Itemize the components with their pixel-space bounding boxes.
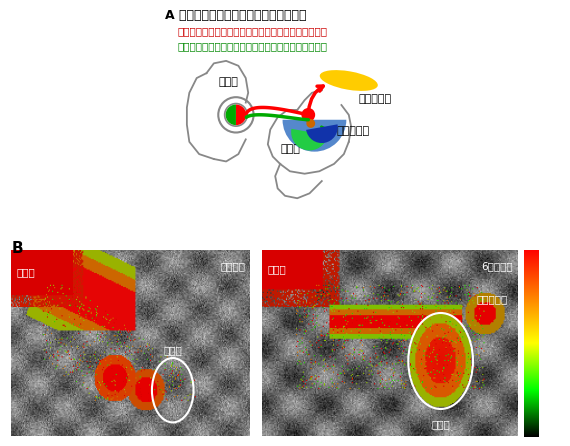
Circle shape <box>302 108 315 122</box>
Text: 脈間核: 脈間核 <box>431 420 450 429</box>
Text: 緑色：敗者として振る舞うための手綱核ー脈間核経路: 緑色：敗者として振る舞うための手綱核ー脈間核経路 <box>177 41 327 51</box>
Circle shape <box>306 119 315 128</box>
Wedge shape <box>283 120 347 152</box>
Wedge shape <box>306 124 338 143</box>
Text: 赤色：勝者として振る舞うための手綱核ー脈間核経路: 赤色：勝者として振る舞うための手綱核ー脈間核経路 <box>177 27 327 37</box>
Text: 脈間核: 脈間核 <box>164 345 182 355</box>
Text: 手綱核: 手綱核 <box>268 264 287 274</box>
Text: 背側被蓋野: 背側被蓋野 <box>477 294 507 304</box>
Text: 手綱核: 手綱核 <box>17 267 35 277</box>
Text: 6日間絶食: 6日間絶食 <box>482 261 513 272</box>
Circle shape <box>225 103 247 126</box>
Text: 給餓あり: 給餓あり <box>221 261 246 272</box>
Text: 手綱核: 手綱核 <box>219 77 238 87</box>
Text: B: B <box>11 241 23 256</box>
Text: 脈間核: 脈間核 <box>280 145 300 154</box>
Wedge shape <box>226 104 236 125</box>
Text: A ゼブラフィッシュ手綱核ー脈間核経路: A ゼブラフィッシュ手綱核ー脈間核経路 <box>165 9 306 22</box>
Text: 正中縫線核: 正中縫線核 <box>336 126 369 136</box>
Text: 背側被蓋野: 背側被蓋野 <box>359 94 392 104</box>
Text: dF/F max (%): dF/F max (%) <box>556 315 564 372</box>
Wedge shape <box>291 129 328 150</box>
Wedge shape <box>236 104 246 125</box>
Ellipse shape <box>320 70 378 91</box>
